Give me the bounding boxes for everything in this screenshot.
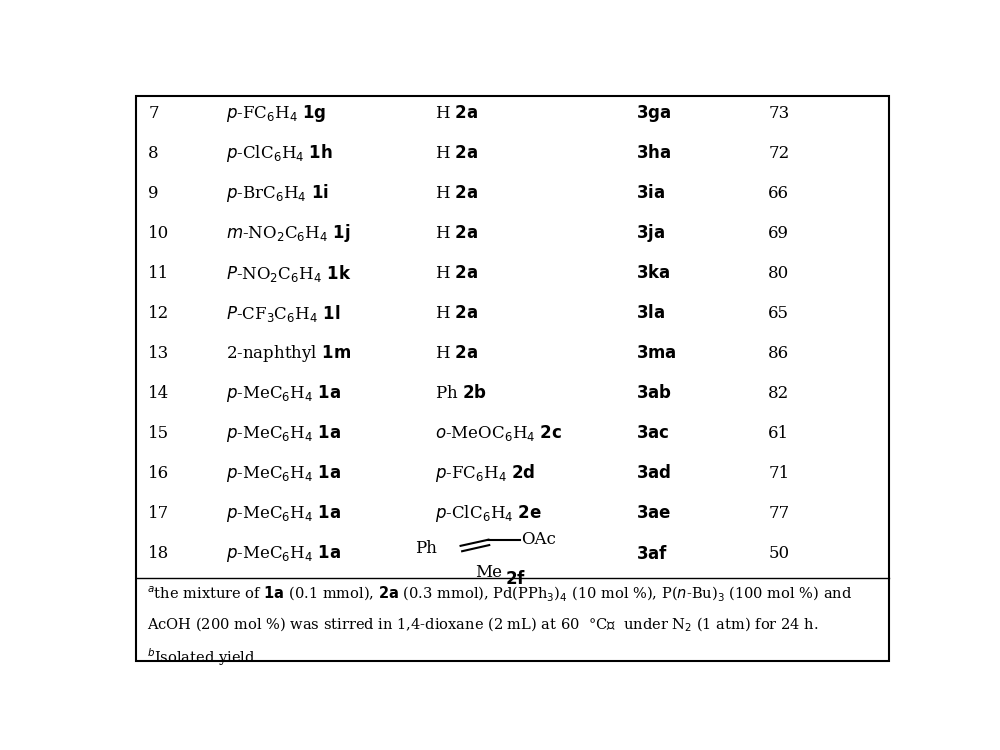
Text: $o$-MeOC$_6$H$_4$ $\mathbf{2c}$: $o$-MeOC$_6$H$_4$ $\mathbf{2c}$ <box>435 424 562 443</box>
Text: $p$-ClC$_6$H$_4$ $\mathbf{1h}$: $p$-ClC$_6$H$_4$ $\mathbf{1h}$ <box>226 142 333 164</box>
Text: H $\mathbf{2a}$: H $\mathbf{2a}$ <box>435 304 478 322</box>
Text: $\mathbf{3af}$: $\mathbf{3af}$ <box>637 544 669 562</box>
Text: 69: 69 <box>768 225 789 242</box>
Text: $\mathbf{3ia}$: $\mathbf{3ia}$ <box>637 184 666 202</box>
Text: 18: 18 <box>148 545 170 562</box>
Text: $^{a}$the mixture of $\mathbf{1a}$ (0.1 mmol), $\mathbf{2a}$ (0.3 mmol), Pd(PPh$: $^{a}$the mixture of $\mathbf{1a}$ (0.1 … <box>147 584 852 603</box>
Text: 66: 66 <box>768 184 789 202</box>
Text: 10: 10 <box>148 225 170 242</box>
Text: 11: 11 <box>148 265 170 282</box>
Text: $\mathbf{3ad}$: $\mathbf{3ad}$ <box>637 464 672 482</box>
Text: 50: 50 <box>768 545 789 562</box>
Text: OAc: OAc <box>521 531 556 548</box>
Text: $p$-MeC$_6$H$_4$ $\mathbf{1a}$: $p$-MeC$_6$H$_4$ $\mathbf{1a}$ <box>226 423 341 444</box>
Text: $\mathbf{3ga}$: $\mathbf{3ga}$ <box>637 103 672 124</box>
Text: 14: 14 <box>148 385 170 402</box>
Text: 65: 65 <box>768 304 789 322</box>
Text: $p$-FC$_6$H$_4$ $\mathbf{1g}$: $p$-FC$_6$H$_4$ $\mathbf{1g}$ <box>226 103 326 124</box>
Text: H $\mathbf{2a}$: H $\mathbf{2a}$ <box>435 265 478 282</box>
Text: Me: Me <box>475 564 502 581</box>
Text: $\mathbf{3ja}$: $\mathbf{3ja}$ <box>637 222 666 245</box>
Text: H $\mathbf{2a}$: H $\mathbf{2a}$ <box>435 145 478 162</box>
Text: 73: 73 <box>768 104 790 122</box>
Text: 9: 9 <box>148 184 159 202</box>
Text: H $\mathbf{2a}$: H $\mathbf{2a}$ <box>435 225 478 242</box>
Text: $\mathbf{3ac}$: $\mathbf{3ac}$ <box>637 425 670 442</box>
Text: Ph $\mathbf{2b}$: Ph $\mathbf{2b}$ <box>435 385 487 403</box>
Text: $\mathbf{3ma}$: $\mathbf{3ma}$ <box>637 345 677 362</box>
Text: $p$-FC$_6$H$_4$ $\mathbf{2d}$: $p$-FC$_6$H$_4$ $\mathbf{2d}$ <box>435 463 535 484</box>
Text: $p$-BrC$_6$H$_4$ $\mathbf{1i}$: $p$-BrC$_6$H$_4$ $\mathbf{1i}$ <box>226 182 329 204</box>
Text: $\mathbf{2f}$: $\mathbf{2f}$ <box>505 571 526 589</box>
Text: $m$-NO$_2$C$_6$H$_4$ $\mathbf{1j}$: $m$-NO$_2$C$_6$H$_4$ $\mathbf{1j}$ <box>226 222 350 245</box>
Text: H $\mathbf{2a}$: H $\mathbf{2a}$ <box>435 345 478 362</box>
Text: H $\mathbf{2a}$: H $\mathbf{2a}$ <box>435 104 478 122</box>
Text: Ph: Ph <box>415 541 437 557</box>
Text: 77: 77 <box>768 505 790 522</box>
Text: 86: 86 <box>768 345 789 362</box>
Text: $\mathbf{3ka}$: $\mathbf{3ka}$ <box>637 264 671 282</box>
Text: 16: 16 <box>148 465 169 482</box>
Text: 71: 71 <box>768 465 790 482</box>
Text: $\mathbf{3ae}$: $\mathbf{3ae}$ <box>637 505 672 522</box>
Text: $\mathbf{3la}$: $\mathbf{3la}$ <box>637 304 666 322</box>
Text: $p$-MeC$_6$H$_4$ $\mathbf{1a}$: $p$-MeC$_6$H$_4$ $\mathbf{1a}$ <box>226 543 341 564</box>
Text: $p$-MeC$_6$H$_4$ $\mathbf{1a}$: $p$-MeC$_6$H$_4$ $\mathbf{1a}$ <box>226 383 341 404</box>
Text: $p$-MeC$_6$H$_4$ $\mathbf{1a}$: $p$-MeC$_6$H$_4$ $\mathbf{1a}$ <box>226 463 341 484</box>
Text: 2-naphthyl $\mathbf{1m}$: 2-naphthyl $\mathbf{1m}$ <box>226 343 351 364</box>
Text: $\mathbf{3ab}$: $\mathbf{3ab}$ <box>637 385 672 403</box>
Text: $\mathbf{3ha}$: $\mathbf{3ha}$ <box>637 144 672 162</box>
Text: 8: 8 <box>148 145 159 162</box>
Text: H $\mathbf{2a}$: H $\mathbf{2a}$ <box>435 184 478 202</box>
Text: $P$-CF$_3$C$_6$H$_4$ $\mathbf{1l}$: $P$-CF$_3$C$_6$H$_4$ $\mathbf{1l}$ <box>226 303 340 324</box>
Text: $^{b}$Isolated yield.: $^{b}$Isolated yield. <box>147 646 259 668</box>
Text: AcOH (200 mol %) was stirred in 1,4-dioxane (2 mL) at 60  °C；  under N$_2$ (1 at: AcOH (200 mol %) was stirred in 1,4-diox… <box>147 615 818 634</box>
Text: $p$-ClC$_6$H$_4$ $\mathbf{2e}$: $p$-ClC$_6$H$_4$ $\mathbf{2e}$ <box>435 503 542 524</box>
Text: 17: 17 <box>148 505 170 522</box>
Text: 61: 61 <box>768 425 789 442</box>
Text: 82: 82 <box>768 385 790 402</box>
Text: 13: 13 <box>148 345 170 362</box>
Text: 12: 12 <box>148 304 170 322</box>
Text: $P$-NO$_2$C$_6$H$_4$ $\mathbf{1k}$: $P$-NO$_2$C$_6$H$_4$ $\mathbf{1k}$ <box>226 262 351 284</box>
Text: 80: 80 <box>768 265 790 282</box>
Text: 72: 72 <box>768 145 790 162</box>
Text: 15: 15 <box>148 425 169 442</box>
Text: $p$-MeC$_6$H$_4$ $\mathbf{1a}$: $p$-MeC$_6$H$_4$ $\mathbf{1a}$ <box>226 503 341 524</box>
Text: 7: 7 <box>148 104 159 122</box>
